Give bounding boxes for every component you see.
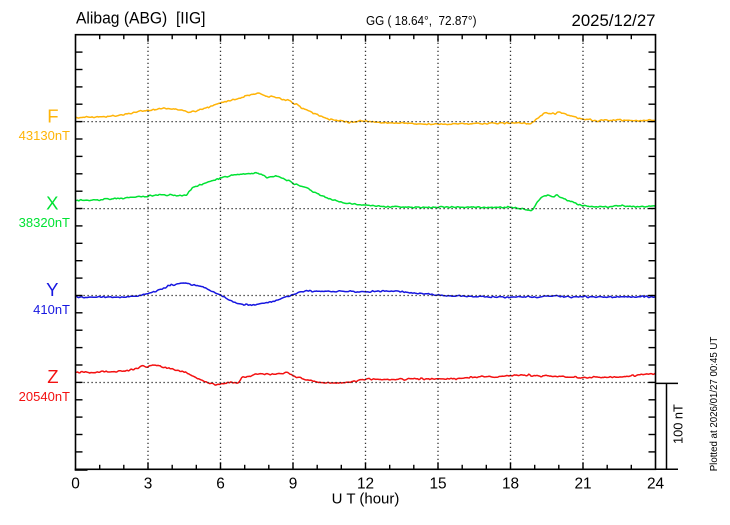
svg-text:Plotted at 2026/01/27 00:45 UT: Plotted at 2026/01/27 00:45 UT [709,337,720,472]
svg-text:0: 0 [71,476,80,493]
svg-text:18: 18 [502,476,519,493]
svg-text:3: 3 [144,476,153,493]
svg-text:GG ( 18.64°, 72.87°): GG ( 18.64°, 72.87°) [366,13,477,28]
svg-text:410nT: 410nT [33,302,70,317]
svg-text:38320nT: 38320nT [19,215,70,230]
svg-text:F: F [47,105,58,126]
svg-text:100 nT: 100 nT [670,404,685,444]
svg-text:Z: Z [47,366,58,387]
svg-text:21: 21 [574,476,591,493]
svg-text:6: 6 [216,476,225,493]
svg-text:20540nT: 20540nT [19,389,70,404]
svg-text:15: 15 [429,476,446,493]
svg-text:X: X [46,192,58,213]
svg-text:24: 24 [647,476,665,493]
svg-text:Y: Y [46,279,58,300]
svg-text:Alibag (ABG) [IIG]: Alibag (ABG) [IIG] [76,10,206,28]
svg-text:9: 9 [289,476,298,493]
svg-text:43130nT: 43130nT [19,128,70,143]
svg-text:U T (hour): U T (hour) [332,491,400,508]
svg-text:2025/12/27: 2025/12/27 [572,12,656,30]
svg-text:12: 12 [357,476,374,493]
